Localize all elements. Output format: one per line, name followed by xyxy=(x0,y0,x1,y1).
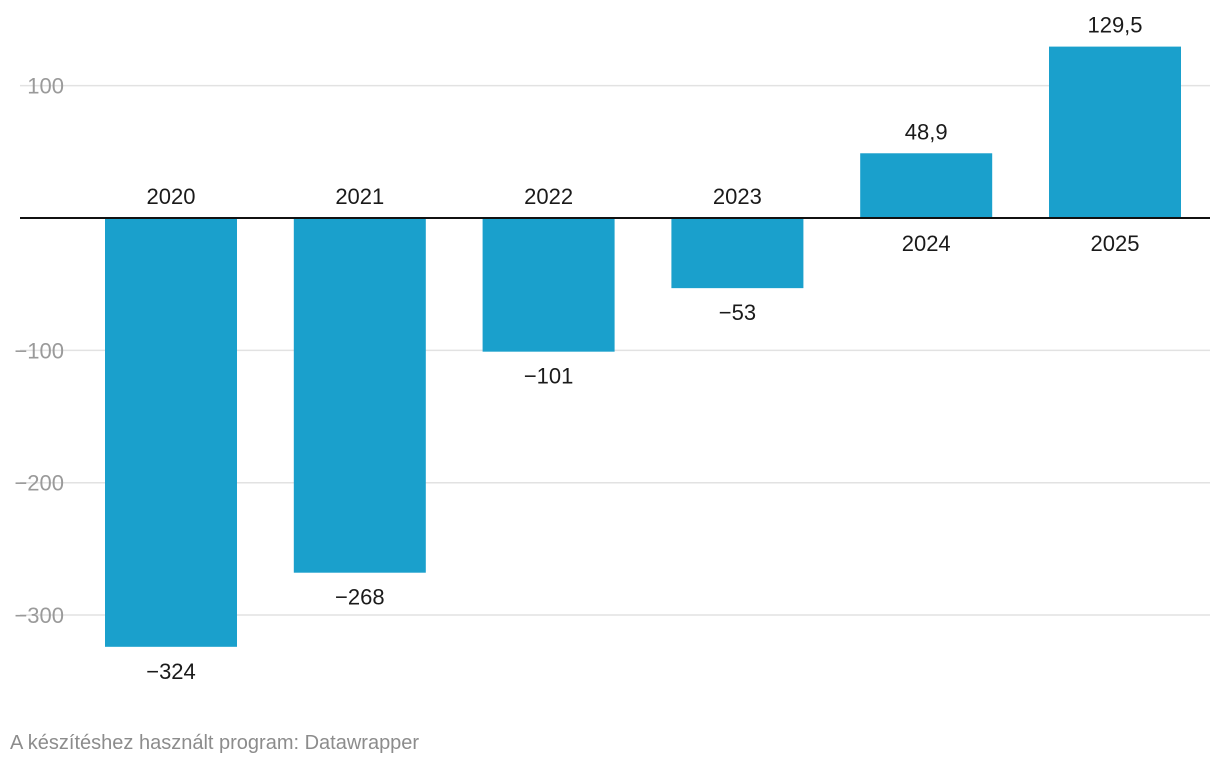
value-label: −53 xyxy=(719,300,756,325)
bar-labels: 2020 −324 2021 −268 2022 −101 2023 −53 2024 48,9 2… xyxy=(146,13,1142,684)
category-label: 2021 xyxy=(335,184,384,209)
y-tick-label: −300 xyxy=(14,603,64,628)
bar-2020 xyxy=(105,218,237,647)
bar-2021 xyxy=(293,218,426,573)
bar-2022 xyxy=(482,218,615,352)
bar-2025 xyxy=(1049,46,1181,218)
y-tick-label: −200 xyxy=(14,471,64,496)
value-label: −101 xyxy=(524,364,574,389)
category-label: 2023 xyxy=(713,184,762,209)
category-label: 2025 xyxy=(1091,231,1140,256)
bar-2023 xyxy=(671,218,804,289)
value-label: −268 xyxy=(335,585,385,610)
category-label: 2022 xyxy=(524,184,573,209)
bar-chart: 100 −100 −200 −300 2020 −324 2021 −268 2022 −101… xyxy=(14,13,1210,684)
y-tick-label: 100 xyxy=(27,74,64,99)
category-label: 2020 xyxy=(147,184,196,209)
category-label: 2024 xyxy=(902,231,951,256)
bars xyxy=(105,46,1181,647)
y-tick-label: −100 xyxy=(14,338,64,363)
bar-2024 xyxy=(860,153,993,218)
footer-credit: A készítéshez használt program: Datawrap… xyxy=(10,732,420,754)
y-axis-ticks: 100 −100 −200 −300 xyxy=(14,74,64,628)
value-label: 129,5 xyxy=(1087,13,1142,38)
value-label: −324 xyxy=(146,659,196,684)
value-label: 48,9 xyxy=(905,119,948,144)
